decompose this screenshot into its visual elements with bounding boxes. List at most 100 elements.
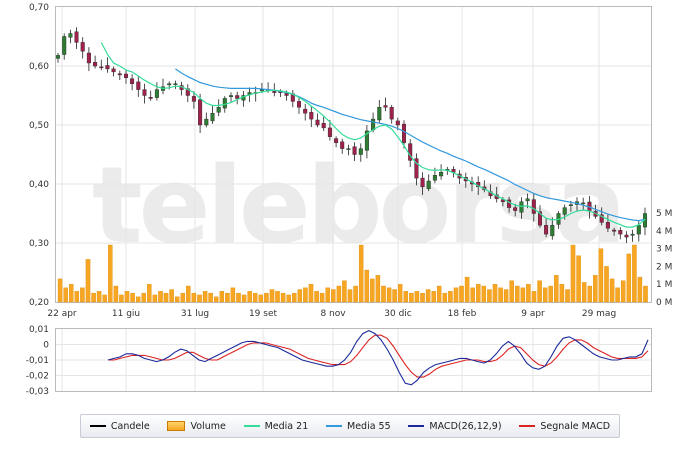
volume-bar: [581, 282, 587, 303]
macd-y-tick-label: 0: [43, 341, 49, 351]
candle-body: [581, 202, 586, 205]
volume-bar: [135, 296, 141, 303]
volume-bar: [297, 289, 303, 303]
volume-bar: [247, 291, 252, 303]
volume-bar: [386, 287, 392, 303]
volume-bar: [453, 287, 459, 303]
volume-bar: [358, 244, 364, 303]
legend-swatch-media55: [326, 425, 342, 427]
candle-body: [636, 225, 641, 235]
candle-body: [191, 96, 196, 102]
volume-bar: [342, 280, 347, 303]
volume-bar: [392, 289, 397, 303]
volume-bar: [241, 294, 247, 303]
candle-body: [74, 31, 79, 43]
legend-item-media55[interactable]: Media 55: [326, 421, 391, 432]
volume-bar: [202, 291, 208, 303]
x-tick-label: 18 feb: [448, 309, 477, 319]
candle-body: [204, 118, 209, 126]
x-tick-label: 11 giu: [112, 309, 140, 319]
candle-body: [420, 177, 425, 188]
volume-bar: [331, 289, 336, 303]
volume-bar: [258, 294, 264, 303]
legend-item-macd[interactable]: MACD(26,12,9): [408, 420, 502, 432]
volume-bar: [180, 292, 186, 303]
macd-lines: [107, 329, 649, 386]
legend-label-candele: Candele: [110, 420, 150, 432]
candle-body: [389, 107, 394, 120]
volume-bar: [96, 291, 102, 303]
x-tick-label: 19 set: [249, 309, 278, 319]
volume-bar: [124, 291, 130, 303]
volume-bar: [515, 285, 520, 303]
volume-bar: [353, 285, 358, 303]
volume-bar: [526, 284, 531, 303]
legend-item-segnale[interactable]: Segnale MACD: [519, 421, 610, 432]
price-y-tick-label: 0,20: [29, 298, 49, 308]
volume-bar: [425, 289, 431, 303]
candle-body: [315, 119, 320, 126]
candle-body: [432, 174, 437, 181]
candle-body: [216, 107, 221, 113]
candle-body: [568, 204, 573, 207]
candle-body: [99, 66, 104, 69]
volume-bar: [420, 292, 425, 303]
volume-bar: [264, 292, 269, 303]
price-y-tick-label: 0,70: [29, 3, 49, 13]
candle-body: [550, 225, 555, 237]
candle-body: [198, 99, 203, 126]
candle-body: [618, 230, 623, 235]
volume-bar: [147, 284, 152, 303]
macd-y-tick-label: -0,03: [26, 387, 49, 397]
volume-y-tick-label: 3 M: [656, 245, 672, 255]
volume-bar: [609, 278, 615, 303]
candle-body: [284, 93, 289, 96]
legend-label-macd: MACD(26,12,9): [429, 420, 502, 432]
legend-item-media21[interactable]: Media 21: [243, 420, 309, 432]
volume-bar: [303, 287, 308, 303]
volume-bar: [80, 287, 85, 303]
grid: [56, 7, 651, 391]
legend-swatch-volume: [167, 421, 186, 431]
candle-body: [605, 222, 610, 229]
volume-bar: [69, 284, 74, 303]
candle-body: [210, 112, 215, 122]
candle-body: [414, 158, 419, 179]
volume-bar: [598, 248, 604, 303]
legend-item-volume[interactable]: Volume: [167, 420, 226, 432]
volume-bar: [336, 285, 342, 303]
volume-bar: [548, 285, 553, 303]
segnale-macd-line: [108, 334, 649, 378]
candle-body: [123, 73, 128, 78]
volume-bar: [593, 275, 598, 303]
macd-line: [107, 329, 649, 386]
candle-body: [334, 138, 339, 143]
volume-bar: [113, 285, 119, 303]
volume-bar: [186, 285, 191, 303]
legend-label-media55: Media 55: [347, 420, 391, 432]
legend-label-media21: Media 21: [264, 420, 309, 432]
legend-swatch-media21: [243, 425, 260, 427]
media-21-line: [100, 42, 646, 228]
watermark: teleborsa: [92, 144, 622, 267]
volume-bar: [587, 285, 593, 303]
candle-body: [228, 95, 233, 97]
volume-y-tick-label: 1 M: [656, 280, 672, 290]
volume-bar: [604, 266, 609, 303]
volume-bar: [252, 292, 258, 303]
candle-body: [346, 148, 351, 150]
macd-panel-frame: [55, 328, 652, 392]
volume-bar: [319, 292, 325, 303]
candle-body: [272, 91, 277, 93]
legend-item-candele[interactable]: Candele: [89, 420, 150, 432]
volume-bar: [375, 275, 381, 303]
volume-bar: [620, 280, 626, 303]
legend-swatch-candele: [89, 425, 106, 427]
volume-bar: [559, 284, 565, 303]
legend-label-volume: Volume: [190, 420, 226, 432]
volume-bar: [414, 291, 420, 303]
candle-body: [222, 98, 227, 109]
candle-body: [167, 83, 172, 86]
volume-bars: [57, 244, 648, 303]
